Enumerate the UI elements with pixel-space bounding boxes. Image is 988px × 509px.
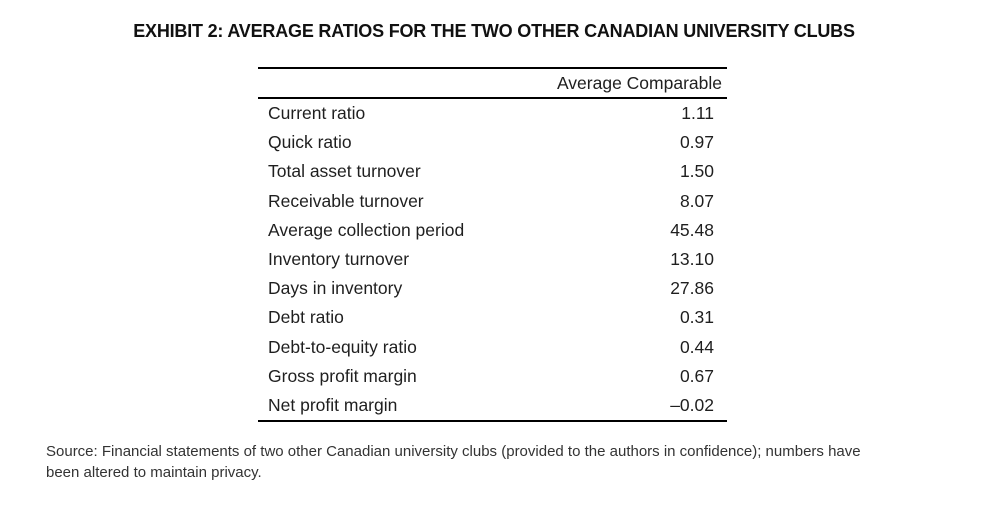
ratio-value: 45.48	[670, 219, 714, 240]
source-note: Source: Financial statements of two othe…	[46, 441, 961, 483]
exhibit-title: EXHIBIT 2: AVERAGE RATIOS FOR THE TWO OT…	[133, 21, 855, 41]
ratio-value: 1.11	[681, 103, 714, 124]
ratio-value: 0.31	[679, 307, 714, 328]
table-row: Debt-to-equity ratio 0.44	[258, 333, 727, 362]
ratio-value: 1.50	[679, 161, 714, 182]
ratio-label: Inventory turnover	[268, 249, 410, 270]
ratio-label: Gross profit margin	[268, 365, 417, 386]
table-row: Average collection period 45.48	[258, 216, 727, 245]
source-note-line1: Source: Financial statements of two othe…	[46, 443, 861, 460]
source-note-line2: been altered to maintain privacy.	[46, 464, 262, 481]
ratio-label: Debt ratio	[268, 307, 344, 328]
ratios-table: Average Comparable Current ratio 1.11 Qu…	[258, 67, 727, 423]
ratio-label: Total asset turnover	[268, 161, 421, 182]
column-header-average-comparable: Average Comparable	[556, 72, 722, 93]
table-row: Gross profit margin 0.67	[258, 362, 727, 391]
ratio-value: 8.07	[679, 190, 714, 211]
table-row: Current ratio 1.11	[258, 99, 727, 128]
table-row: Debt ratio 0.31	[258, 303, 727, 332]
ratio-label: Receivable turnover	[268, 190, 424, 211]
table-header-row: Average Comparable	[258, 69, 727, 99]
table-row: Quick ratio 0.97	[258, 128, 727, 157]
table-body: Current ratio 1.11 Quick ratio 0.97 Tota…	[258, 99, 727, 420]
ratio-label: Days in inventory	[268, 278, 403, 299]
ratio-value: 0.97	[679, 132, 714, 153]
ratio-value: –0.02	[670, 394, 714, 415]
ratio-value: 0.44	[679, 336, 714, 357]
table-row: Days in inventory 27.86	[258, 274, 727, 303]
ratio-label: Quick ratio	[268, 132, 352, 153]
ratio-label: Debt-to-equity ratio	[268, 336, 417, 357]
ratio-value: 0.67	[679, 365, 714, 386]
table-row: Receivable turnover 8.07	[258, 187, 727, 216]
table-row: Total asset turnover 1.50	[258, 157, 727, 186]
ratio-value: 27.86	[670, 278, 714, 299]
table-row: Net profit margin –0.02	[258, 391, 727, 420]
ratio-value: 13.10	[670, 249, 714, 270]
ratio-label: Net profit margin	[268, 394, 398, 415]
ratio-label: Current ratio	[268, 103, 366, 124]
table-row: Inventory turnover 13.10	[258, 245, 727, 274]
ratio-label: Average collection period	[268, 219, 465, 240]
